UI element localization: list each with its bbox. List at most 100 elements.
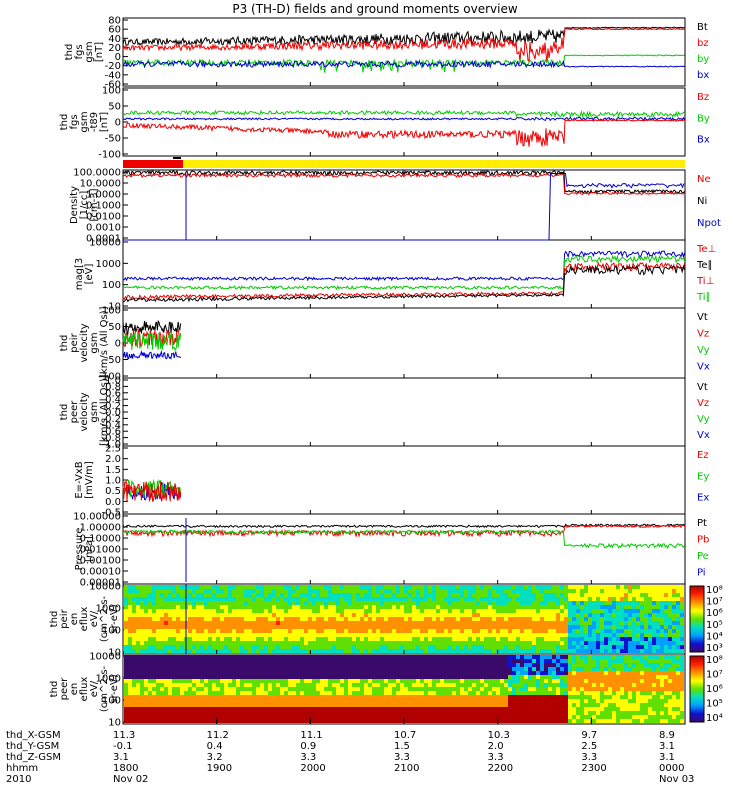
series-Te-perp bbox=[122, 261, 686, 301]
legend-temp-3: Ti∥ bbox=[696, 292, 711, 303]
legend-peer_vel-3: Vx bbox=[697, 430, 710, 441]
ephemeris-value: 2200 bbox=[487, 763, 514, 774]
ytick-label: 100 bbox=[102, 626, 121, 637]
legend-temp-2: Ti⊥ bbox=[696, 276, 714, 287]
ephemeris-value: 0.9 bbox=[300, 741, 317, 752]
ephemeris-value: 1.5 bbox=[394, 741, 410, 752]
ytick-label: 1.5 bbox=[105, 465, 121, 476]
ytick-label: 0.6 bbox=[105, 388, 121, 399]
ephemeris-label: hhmm bbox=[6, 763, 39, 774]
ytick-label: 0.00001 bbox=[80, 578, 121, 589]
ephemeris-value: 2.5 bbox=[581, 741, 598, 752]
ytick-label: 1000 bbox=[96, 259, 121, 270]
series-Vt bbox=[122, 319, 182, 337]
series-Vx bbox=[122, 349, 182, 361]
legend-pressure-0: Pt bbox=[697, 518, 707, 529]
ytick-label: 0.4 bbox=[105, 395, 121, 406]
ytick-label: 1.0 bbox=[105, 376, 121, 387]
ytick-label: 0.00010 bbox=[80, 567, 121, 578]
ytick-label: 2.0 bbox=[105, 454, 121, 465]
ytick-label: 80 bbox=[108, 16, 121, 27]
mode-bar-red bbox=[123, 160, 183, 168]
legend-fgs-1: bz bbox=[697, 38, 709, 49]
ytick-label: -100 bbox=[98, 372, 121, 383]
ytick-label: 10.0000 bbox=[80, 179, 121, 190]
ytick-label: 50 bbox=[108, 322, 121, 333]
ytick-label: 2.5 bbox=[105, 444, 121, 455]
legend-efield-0: Ez bbox=[697, 450, 709, 461]
colorbar-tick: 10⁴ bbox=[706, 713, 723, 724]
mode-bar-yellow bbox=[183, 160, 685, 168]
ytick-label: -0.4 bbox=[101, 420, 121, 431]
colorbar-peir_eflux bbox=[689, 585, 705, 653]
legend-temp-1: Te∥ bbox=[696, 260, 713, 271]
colorbar-tick: 10⁶ bbox=[706, 608, 723, 619]
legend-efield-1: Ey bbox=[697, 471, 709, 482]
ephemeris-value: 3.1 bbox=[659, 752, 675, 763]
legend-peir_vel-1: Vz bbox=[697, 329, 709, 340]
ytick-label: 100 bbox=[102, 696, 121, 707]
series-Vy bbox=[122, 332, 182, 351]
ytick-label: -0.6 bbox=[101, 427, 121, 438]
ephemeris-value: 1800 bbox=[113, 763, 139, 774]
ytick-label: -60 bbox=[105, 80, 121, 91]
legend-efield-2: Ex bbox=[697, 493, 709, 504]
ytick-label: 0 bbox=[115, 118, 121, 129]
series-Bx bbox=[122, 116, 686, 122]
ytick-label: 100 bbox=[102, 280, 121, 291]
series-Ne bbox=[122, 172, 685, 196]
ephemeris-value: 3.3 bbox=[581, 752, 598, 763]
series-By bbox=[122, 109, 685, 119]
colorbar-peer_eflux bbox=[689, 655, 705, 723]
ytick-label: 40 bbox=[108, 34, 121, 45]
ephemeris-label: thd_X-GSM bbox=[6, 730, 61, 741]
panel-frame-peer_vel bbox=[122, 377, 686, 447]
colorbar-tick: 10⁸ bbox=[706, 655, 723, 666]
ytick-label: 60 bbox=[108, 25, 121, 36]
panel-frame-efield bbox=[122, 445, 686, 515]
mode-bar-tick bbox=[173, 157, 181, 159]
ytick-label: 1.0 bbox=[105, 476, 121, 487]
ytick-label: 0.0100 bbox=[86, 212, 121, 223]
legend-density-1: Ni bbox=[697, 196, 707, 207]
legend-fgs_ssg-0: Bz bbox=[697, 92, 709, 103]
colorbar-tick: 10⁵ bbox=[706, 699, 723, 710]
ytick-label: 0.00100 bbox=[80, 556, 121, 567]
ytick-label: 0.10000 bbox=[80, 534, 121, 545]
ytick-label: 1.0000 bbox=[86, 190, 121, 201]
colorbar-tick: 10³ bbox=[706, 643, 723, 654]
ephemeris-value: 0.4 bbox=[206, 741, 223, 752]
ephemeris-value: 10.3 bbox=[487, 730, 510, 741]
ytick-label: -100 bbox=[98, 150, 121, 161]
series-bx bbox=[122, 59, 685, 69]
legend-temp-0: Te⊥ bbox=[696, 244, 716, 255]
ephemeris-value: 8.9 bbox=[659, 730, 675, 741]
series-Pt bbox=[122, 523, 685, 529]
ytick-label: 0.8 bbox=[105, 382, 121, 393]
legend-pressure-2: Pe bbox=[697, 551, 709, 562]
ephemeris-value: 0000 bbox=[659, 763, 685, 774]
ytick-label: 0 bbox=[115, 52, 121, 63]
ytick-label: -0.5 bbox=[101, 508, 121, 519]
series-Ni bbox=[122, 169, 686, 195]
ytick-label: 50 bbox=[108, 102, 121, 113]
colorbar-tick: 10⁵ bbox=[706, 620, 723, 631]
ytick-label: -0.8 bbox=[101, 433, 121, 444]
series-Ti-par bbox=[122, 254, 686, 291]
ephemeris-value: 2300 bbox=[581, 763, 607, 774]
chart-title: P3 (TH-D) fields and ground moments over… bbox=[232, 2, 518, 16]
ephemeris-value: 3.2 bbox=[206, 752, 223, 763]
colorbar-tick: 10⁴ bbox=[706, 631, 723, 642]
series-Ez bbox=[122, 479, 182, 503]
series-Te-par bbox=[122, 264, 686, 303]
legend-density-2: Npot bbox=[697, 218, 721, 229]
legend-peer_vel-2: Vy bbox=[697, 414, 710, 425]
ephemeris-value: Nov 02 bbox=[113, 774, 149, 785]
ephemeris-value: 3.1 bbox=[113, 752, 129, 763]
ephemeris-value: -0.1 bbox=[113, 741, 133, 752]
ephemeris-value: 9.7 bbox=[581, 730, 598, 741]
ephemeris-value: 3.1 bbox=[659, 741, 675, 752]
ephemeris-value: Nov 03 bbox=[659, 774, 695, 785]
ytick-label: 0.0 bbox=[105, 408, 121, 419]
legend-peer_vel-0: Vt bbox=[697, 382, 708, 393]
